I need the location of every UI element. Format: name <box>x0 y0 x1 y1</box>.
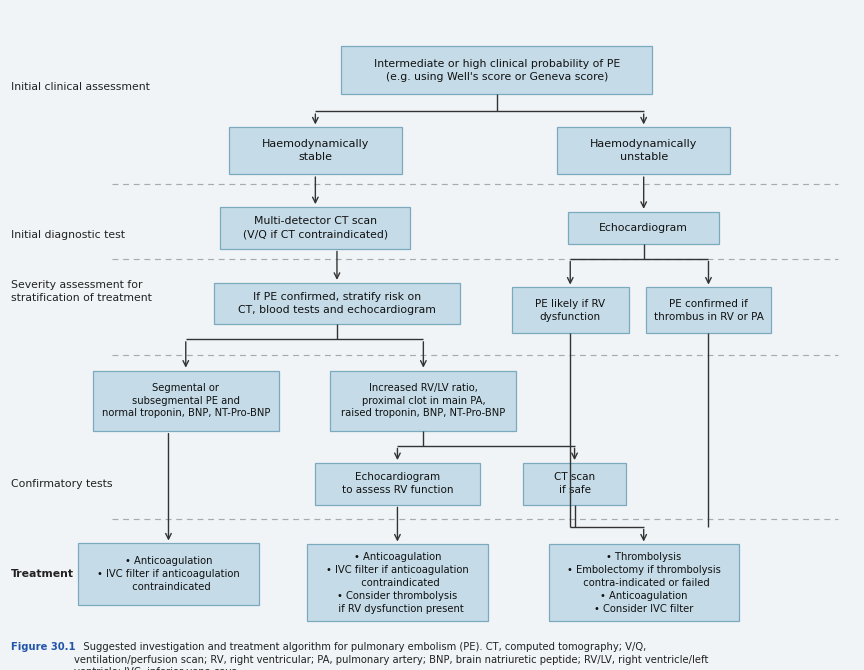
FancyBboxPatch shape <box>330 371 517 431</box>
Text: PE likely if RV
dysfunction: PE likely if RV dysfunction <box>535 299 606 322</box>
Text: If PE confirmed, stratify risk on
CT, blood tests and echocardiogram: If PE confirmed, stratify risk on CT, bl… <box>238 292 436 315</box>
Text: • Anticoagulation
• IVC filter if anticoagulation
  contraindicated
• Consider t: • Anticoagulation • IVC filter if antico… <box>326 552 469 614</box>
FancyBboxPatch shape <box>315 463 480 505</box>
Text: Haemodynamically
stable: Haemodynamically stable <box>262 139 369 162</box>
FancyBboxPatch shape <box>229 127 402 174</box>
FancyBboxPatch shape <box>214 283 460 324</box>
FancyBboxPatch shape <box>220 207 410 249</box>
FancyBboxPatch shape <box>92 371 278 431</box>
Text: Haemodynamically
unstable: Haemodynamically unstable <box>590 139 697 162</box>
Text: Confirmatory tests: Confirmatory tests <box>11 479 112 488</box>
Text: Severity assessment for
stratification of treatment: Severity assessment for stratification o… <box>11 280 152 303</box>
Text: Echocardiogram: Echocardiogram <box>600 223 688 232</box>
Text: Suggested investigation and treatment algorithm for pulmonary embolism (PE). CT,: Suggested investigation and treatment al… <box>74 642 708 670</box>
Text: Multi-detector CT scan
(V/Q if CT contraindicated): Multi-detector CT scan (V/Q if CT contra… <box>243 216 388 239</box>
Text: Initial diagnostic test: Initial diagnostic test <box>11 230 125 239</box>
Text: • Thrombolysis
• Embolectomy if thrombolysis
  contra-indicated or failed
• Anti: • Thrombolysis • Embolectomy if thrombol… <box>567 552 721 614</box>
FancyBboxPatch shape <box>523 463 626 505</box>
Text: • Anticoagulation
• IVC filter if anticoagulation
  contraindicated: • Anticoagulation • IVC filter if antico… <box>97 556 240 592</box>
Text: CT scan
if safe: CT scan if safe <box>554 472 595 495</box>
Text: Echocardiogram
to assess RV function: Echocardiogram to assess RV function <box>341 472 454 495</box>
Text: Segmental or
subsegmental PE and
normal troponin, BNP, NT-Pro-BNP: Segmental or subsegmental PE and normal … <box>102 383 270 419</box>
FancyBboxPatch shape <box>568 212 719 244</box>
Text: Increased RV/LV ratio,
proximal clot in main PA,
raised troponin, BNP, NT-Pro-BN: Increased RV/LV ratio, proximal clot in … <box>341 383 505 419</box>
Text: Intermediate or high clinical probability of PE
(e.g. using Well's score or Gene: Intermediate or high clinical probabilit… <box>373 59 620 82</box>
FancyBboxPatch shape <box>307 544 488 622</box>
Text: PE confirmed if
thrombus in RV or PA: PE confirmed if thrombus in RV or PA <box>653 299 764 322</box>
FancyBboxPatch shape <box>645 287 771 333</box>
FancyBboxPatch shape <box>557 127 730 174</box>
FancyBboxPatch shape <box>78 543 259 605</box>
Text: Initial clinical assessment: Initial clinical assessment <box>11 82 150 92</box>
FancyBboxPatch shape <box>341 46 652 94</box>
Text: Figure 30.1: Figure 30.1 <box>11 642 76 652</box>
Text: Treatment: Treatment <box>11 570 74 579</box>
FancyBboxPatch shape <box>549 544 739 622</box>
FancyBboxPatch shape <box>511 287 629 333</box>
